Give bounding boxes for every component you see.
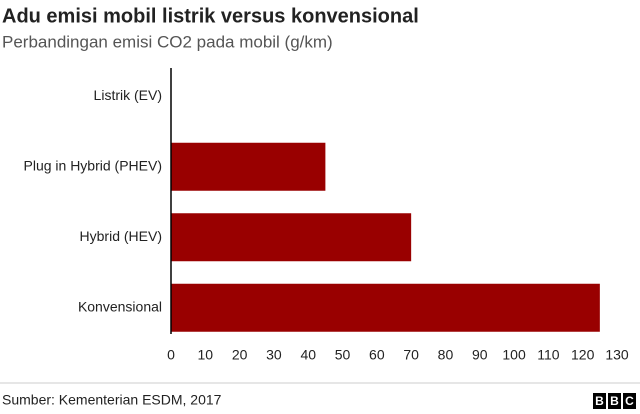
y-tick-label: Konvensional bbox=[78, 298, 162, 314]
logo-box bbox=[623, 393, 636, 409]
x-tick-label: 20 bbox=[232, 347, 248, 363]
x-tick-label: 70 bbox=[403, 347, 419, 363]
y-tick-label: Plug in Hybrid (PHEV) bbox=[24, 157, 163, 173]
x-tick-label: 110 bbox=[537, 347, 560, 363]
x-tick-label: 120 bbox=[571, 347, 595, 363]
x-tick-label: 0 bbox=[167, 347, 175, 363]
y-tick-label: Hybrid (HEV) bbox=[80, 228, 162, 244]
source: Sumber: Kementerian ESDM, 2017 bbox=[2, 392, 222, 408]
bar bbox=[171, 213, 412, 262]
logo-letter: C bbox=[625, 394, 634, 408]
x-tick-label: 40 bbox=[300, 347, 316, 363]
logo-box bbox=[593, 393, 606, 409]
y-tick-label: Listrik (EV) bbox=[94, 87, 162, 103]
x-tick-label: 80 bbox=[438, 347, 454, 363]
chart-subtitle: Perbandingan emisi CO2 pada mobil (g/km) bbox=[2, 32, 333, 51]
bar bbox=[171, 283, 600, 332]
x-tick-label: 100 bbox=[502, 347, 526, 363]
x-tick-label: 10 bbox=[198, 347, 214, 363]
x-tick-label: 90 bbox=[472, 347, 488, 363]
chart-title: Adu emisi mobil listrik versus konvensio… bbox=[2, 5, 419, 27]
logo-box bbox=[608, 393, 621, 409]
bar bbox=[171, 142, 326, 191]
x-tick-label: 30 bbox=[266, 347, 282, 363]
logo-letter: B bbox=[595, 394, 604, 408]
logo-letter: B bbox=[610, 394, 619, 408]
x-tick-label: 50 bbox=[335, 347, 351, 363]
x-tick-label: 130 bbox=[605, 347, 629, 363]
x-tick-label: 60 bbox=[369, 347, 385, 363]
